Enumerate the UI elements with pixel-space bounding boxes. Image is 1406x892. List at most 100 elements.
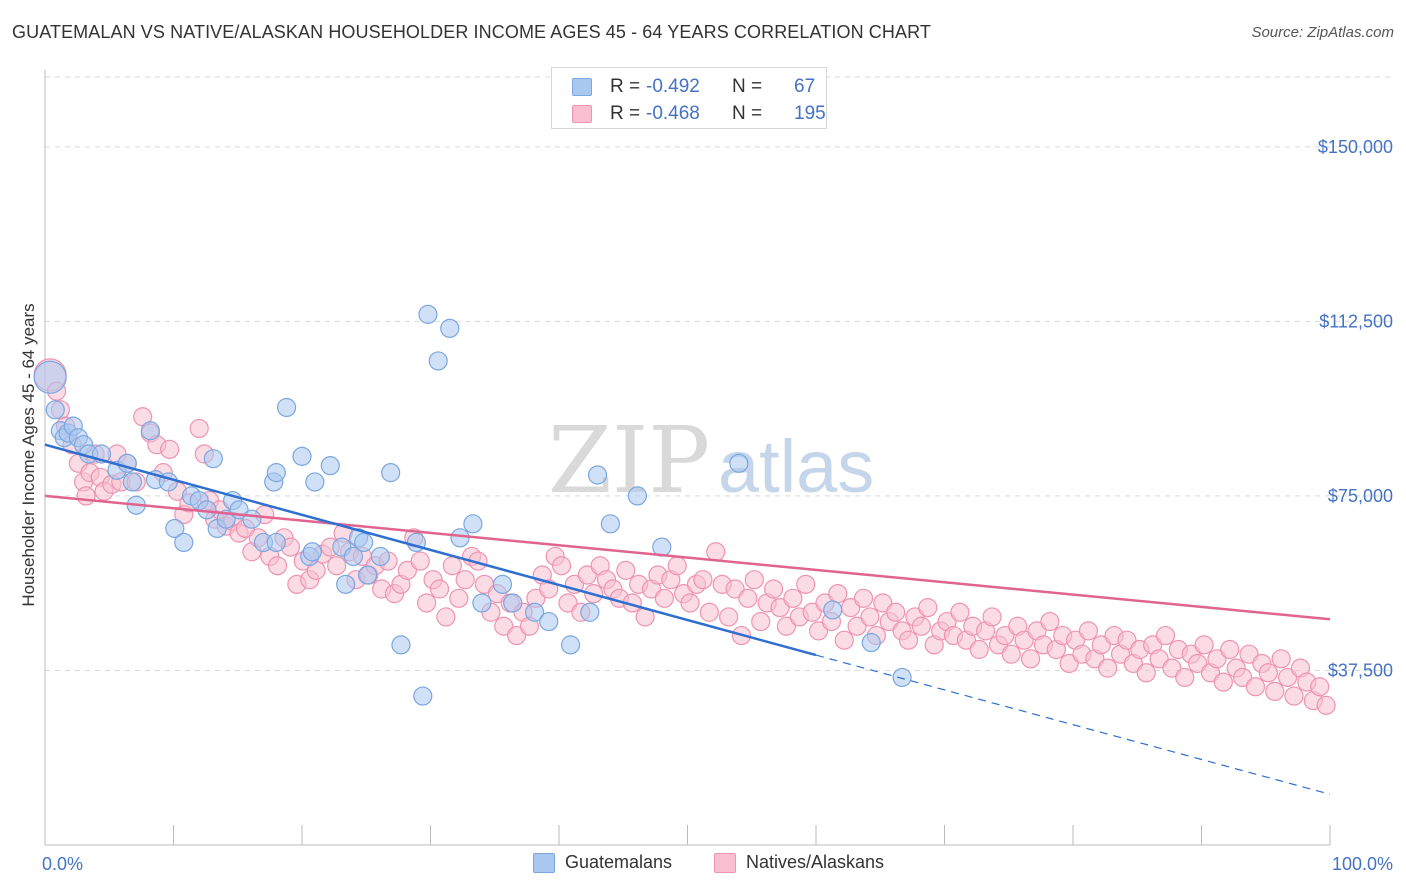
natives-point [969,639,989,660]
guatemalan-point [357,565,378,585]
natives-point [995,625,1015,646]
guatemalan-point [892,667,912,688]
natives-point [898,630,919,650]
natives-trendline [44,494,1331,621]
y-tick-label: $112,500 [1319,311,1393,331]
natives-point [1175,667,1195,688]
legend-n-value-guatemalans: 67 [794,76,816,97]
guatemalan-point [472,593,492,613]
bottom-legend-swatch-natives [714,853,736,873]
guatemalan-point [165,518,185,539]
natives-point [494,616,514,636]
natives-point [551,556,572,576]
natives-point [1098,658,1118,678]
natives-point [1316,695,1336,715]
guatemalan-point [440,318,460,338]
natives-point [918,598,938,618]
guatemalan-point [418,304,438,324]
natives-point [886,602,906,622]
natives-point [873,593,893,613]
natives-point [577,565,597,585]
legend-r-value-natives: -0.468 [646,103,700,124]
legend-n-label: N = [732,76,763,97]
natives-point [1258,663,1278,683]
legend-r-value-guatemalans: -0.492 [646,76,700,97]
natives-point [76,486,96,506]
y-tick-label: $75,000 [1328,486,1393,506]
guatemalan-point [320,456,340,476]
natives-point [1265,681,1285,702]
natives-point [1284,686,1304,706]
guatemalan-point [302,542,322,562]
guatemalan-point [242,509,262,529]
guatemalan-point [292,446,312,466]
guatemalan-point [580,602,600,622]
natives-point [1149,649,1169,669]
guatemalan-point [305,472,325,492]
guatemalans-series [33,304,912,706]
natives-point [1213,672,1233,692]
natives-point [654,588,674,608]
natives-point [1245,677,1266,697]
y-axis-label: Householder Income Ages 45 - 64 years [19,303,38,606]
natives-point [558,593,578,613]
natives-point [911,616,931,636]
natives-point [1233,667,1253,688]
guatemalan-point [524,602,545,622]
natives-point [616,560,636,580]
natives-point [1014,630,1034,650]
natives-point [950,602,970,622]
guatemalan-point [539,611,559,632]
guatemalans-trendline-extension [815,654,1331,795]
x-tick-label-start: 0.0% [42,854,83,874]
natives-point [853,588,874,608]
natives-point [1020,649,1041,669]
natives-point [847,616,867,636]
natives-point [1188,653,1208,674]
natives-point [1078,621,1099,641]
natives-point [1040,611,1060,632]
natives-point [449,588,469,608]
natives-point [436,607,456,627]
natives-point [706,542,726,562]
guatemalan-point [45,400,65,420]
natives-point [1194,635,1214,655]
guatemalan-point [600,514,621,534]
source-label: Source: ZipAtlas.com [1251,24,1394,41]
natives-point [442,556,462,576]
guatemalan-point [381,463,401,483]
natives-point [783,588,803,608]
guatemalan-point [276,397,297,418]
legend-n-value-natives: 195 [794,103,826,124]
guatemalan-point [336,574,356,594]
natives-point [455,570,475,590]
guatemalan-point [33,360,67,394]
natives-point [834,630,854,650]
guatemalan-point [203,449,223,469]
natives-point [802,602,822,622]
legend-r-label: R = [610,103,641,124]
bottom-legend-swatch-guatemalans [533,853,555,873]
guatemalan-point [560,635,581,655]
natives-point [1220,639,1240,660]
natives-point [189,418,209,439]
natives-point [680,593,700,613]
natives-point [429,579,450,599]
natives-point [1001,644,1021,664]
guatemalan-point [140,421,160,441]
natives-point [1136,663,1156,683]
axes [44,70,1331,846]
guatemalan-point [354,532,374,553]
natives-point [693,570,713,590]
natives-point [776,616,797,636]
bottom-legend-label-natives: Natives/Alaskans [746,852,885,872]
natives-point [738,588,758,608]
natives-point [667,556,687,576]
natives-point [699,602,719,622]
x-tick-label-end: 100.0% [1332,854,1393,874]
guatemalan-point [266,532,286,553]
guatemalan-point [343,546,363,567]
natives-point [506,625,527,646]
natives-point [1162,658,1182,678]
guatemalan-point [370,546,390,567]
